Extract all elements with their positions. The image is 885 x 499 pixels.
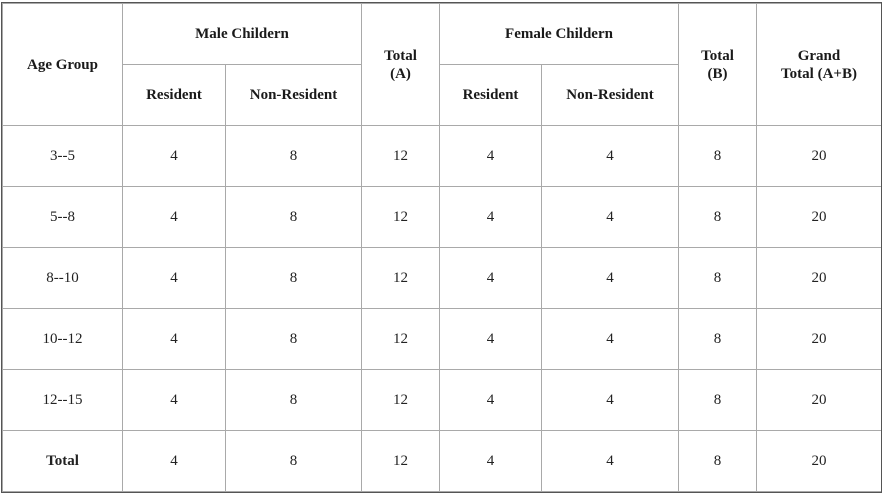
cell-total-b: 8 [678,186,757,248]
cell-female-non-resident: 4 [541,186,679,248]
cell-total-a: 12 [361,247,440,309]
cell-total-b: 8 [678,430,757,492]
header-grand-line2: Total (A+B) [781,65,857,82]
cell-female-resident: 4 [439,430,542,492]
header-total-b: Total (B) [678,3,757,126]
cell-grand-total: 20 [756,247,882,309]
cell-grand-total: 20 [756,369,882,431]
cell-male-non-resident: 8 [225,186,362,248]
header-grand-line1: Grand [797,47,841,64]
cell-male-non-resident: 8 [225,125,362,187]
header-male-resident: Resident [122,64,226,126]
cell-female-resident: 4 [439,247,542,309]
header-row-sub: Resident Non-Resident Resident Non-Resid… [3,64,882,126]
header-total-a-line1: Total [384,47,417,64]
cell-total-b: 8 [678,247,757,309]
cell-male-resident: 4 [122,186,226,248]
cell-age-group: 8--10 [2,247,123,309]
cell-female-non-resident: 4 [541,125,679,187]
cell-total-b: 8 [678,125,757,187]
header-age-group: Age Group [2,3,123,126]
cell-female-resident: 4 [439,308,542,370]
header-total-a: Total (A) [361,3,440,126]
table-row: 5--8 4 8 12 4 4 8 20 [2,186,882,248]
cell-male-resident: 4 [122,369,226,431]
cell-male-non-resident: 8 [225,308,362,370]
cell-female-resident: 4 [439,125,542,187]
cell-age-group: 5--8 [2,186,123,248]
cell-total-a: 12 [361,186,440,248]
cell-male-non-resident: 8 [225,247,362,309]
cell-grand-total: 20 [756,430,882,492]
cell-total-a: 12 [361,308,440,370]
cell-total-a: 12 [361,430,440,492]
cell-grand-total: 20 [756,125,882,187]
cell-total-a: 12 [361,125,440,187]
cell-female-resident: 4 [439,369,542,431]
cell-male-resident: 4 [122,308,226,370]
header-female-children: Female Childern [439,3,679,65]
cell-total-b: 8 [678,308,757,370]
cell-age-group: 10--12 [2,308,123,370]
table-row: 8--10 4 8 12 4 4 8 20 [2,247,882,309]
header-grand-total: Grand Total (A+B) [756,3,882,126]
header-male-non-resident: Non-Resident [225,64,362,126]
header-row-top: Age Group Male Childern Total (A) Female… [2,3,882,126]
cell-male-resident: 4 [122,125,226,187]
header-total-a-line2: (A) [390,65,411,82]
cell-male-resident: 4 [122,430,226,492]
table-row: 3--5 4 8 12 4 4 8 20 [2,125,882,187]
cell-total-label: Total [2,430,123,492]
cell-total-a: 12 [361,369,440,431]
header-male-children: Male Childern [122,3,362,65]
age-group-table: Age Group Male Childern Total (A) Female… [2,3,882,492]
cell-grand-total: 20 [756,186,882,248]
cell-grand-total: 20 [756,308,882,370]
cell-female-non-resident: 4 [541,308,679,370]
cell-female-non-resident: 4 [541,369,679,431]
total-row: Total 4 8 12 4 4 8 20 [2,430,882,492]
cell-age-group: 3--5 [2,125,123,187]
cell-female-non-resident: 4 [541,247,679,309]
table-row: 12--15 4 8 12 4 4 8 20 [2,369,882,431]
header-total-b-line2: (B) [707,65,728,82]
table-row: 10--12 4 8 12 4 4 8 20 [2,308,882,370]
cell-age-group: 12--15 [2,369,123,431]
cell-male-resident: 4 [122,247,226,309]
header-total-b-line1: Total [701,47,734,64]
cell-female-resident: 4 [439,186,542,248]
cell-male-non-resident: 8 [225,430,362,492]
cell-female-non-resident: 4 [541,430,679,492]
cell-total-b: 8 [678,369,757,431]
cell-male-non-resident: 8 [225,369,362,431]
header-female-non-resident: Non-Resident [541,64,679,126]
header-female-resident: Resident [439,64,542,126]
